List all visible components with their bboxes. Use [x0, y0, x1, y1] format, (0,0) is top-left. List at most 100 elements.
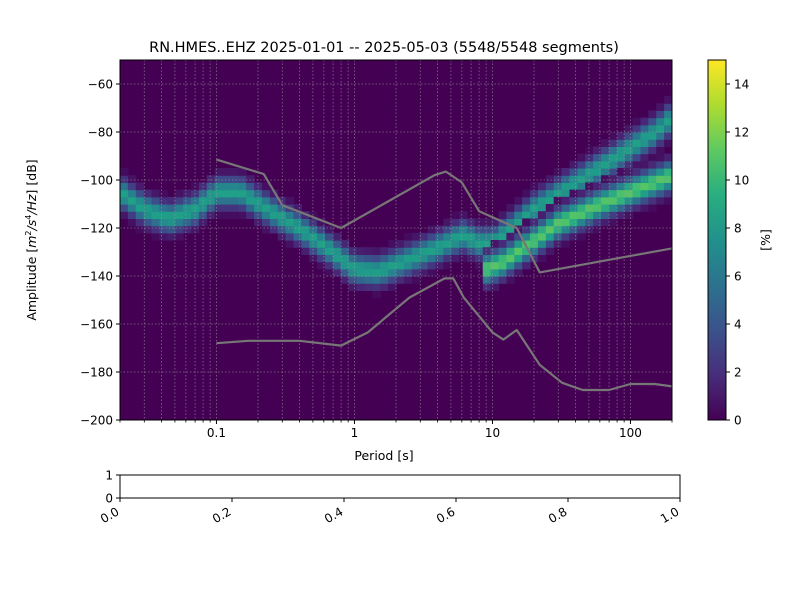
heatmap-cell	[301, 218, 310, 227]
heatmap-cell	[482, 240, 492, 248]
heatmap-cell	[214, 204, 224, 212]
heatmap-cell	[340, 254, 350, 263]
heatmap-cell	[632, 139, 642, 147]
heatmap-cell	[183, 225, 192, 234]
heatmap-cell	[648, 132, 657, 140]
heatmap-cell	[246, 211, 255, 219]
heatmap-cell	[127, 218, 137, 227]
heatmap-cell	[159, 204, 168, 212]
heatmap-cell	[246, 204, 255, 212]
y-label-part: Amplitude [	[24, 248, 39, 321]
reference-curve-upper	[216, 158, 672, 274]
heatmap-cell	[608, 168, 618, 176]
heatmap-cell	[230, 182, 239, 191]
heatmap-cell	[608, 218, 618, 227]
heatmap-cell	[261, 196, 271, 205]
heatmap-cell	[569, 182, 578, 191]
heatmap-cell	[451, 254, 460, 263]
y-tick-label: −200	[80, 414, 113, 428]
heatmap-cell	[151, 218, 161, 227]
heatmap-cell	[514, 218, 523, 227]
heatmap-cell	[585, 196, 594, 205]
heatmap-cell	[664, 182, 672, 191]
colorbar-tick-label: 0	[734, 414, 742, 428]
heatmap-cell	[206, 182, 216, 191]
heatmap-cell	[380, 276, 389, 284]
colorbar-ticks: 0 2 4 6 8 10 12 14	[726, 78, 749, 428]
heatmap-cell	[143, 225, 153, 234]
heatmap-cell	[640, 146, 649, 155]
heatmap-cell	[474, 240, 484, 248]
x-tick-label: 1	[351, 426, 359, 440]
heatmap-cell	[664, 132, 672, 140]
heatmap-cell	[285, 225, 295, 234]
heatmap-cell	[545, 247, 555, 255]
heatmap-cell	[443, 247, 452, 255]
heatmap-cell	[624, 168, 634, 176]
heatmap-cell	[632, 160, 642, 169]
heatmap-cell	[419, 232, 429, 241]
heatmap-cell	[490, 247, 500, 255]
heatmap-cell	[246, 175, 255, 183]
heatmap-cell	[317, 225, 326, 234]
y-tick-label: −180	[80, 366, 113, 380]
heatmap-cell	[537, 211, 547, 219]
heatmap-cell	[388, 240, 397, 248]
heatmap-cell	[246, 189, 255, 198]
heatmap-cell	[301, 240, 310, 248]
heatmap-cell	[435, 247, 444, 255]
heatmap-cell	[246, 196, 255, 205]
heatmap-cell	[498, 240, 507, 248]
heatmap-cell	[206, 211, 216, 219]
heatmap-cell	[474, 232, 484, 241]
heatmap-cell	[325, 261, 334, 270]
heatmap-cell	[293, 225, 302, 234]
heatmap-cell	[577, 182, 586, 191]
heatmap-cell	[648, 175, 657, 183]
heatmap-cell	[159, 218, 168, 227]
y-label-part: 4	[24, 215, 33, 220]
heatmap-cell	[490, 232, 500, 241]
heatmap-cell	[664, 103, 672, 111]
heatmap-cell	[506, 218, 515, 227]
heatmap-cell	[648, 196, 657, 205]
heatmap-cell	[411, 247, 421, 255]
heatmap-cell	[238, 182, 247, 191]
heatmap-cell	[616, 204, 626, 212]
heatmap-cell	[664, 117, 672, 126]
heatmap-cell	[616, 139, 626, 147]
heatmap-cell	[120, 168, 129, 176]
y-tick-label: −60	[88, 78, 113, 92]
heatmap-cell	[656, 175, 665, 183]
heatmap-cell	[348, 261, 358, 270]
heatmap-cell	[632, 175, 642, 183]
heatmap-cell	[135, 204, 145, 212]
heatmap-cell	[593, 189, 602, 198]
heatmap-cell	[648, 153, 657, 162]
heatmap-cell	[348, 276, 358, 284]
heatmap-cell	[411, 268, 421, 277]
heatmap-cell	[214, 168, 224, 176]
heatmap-cell	[364, 276, 373, 284]
heatmap-cell	[624, 204, 634, 212]
chart-title: RN.HMES..EHZ 2025-01-01 -- 2025-05-03 (5…	[149, 40, 619, 56]
heatmap-cell	[443, 218, 452, 227]
heatmap-cell	[143, 218, 153, 227]
heatmap-cell	[608, 132, 618, 140]
heatmap-cell	[545, 232, 555, 241]
heatmap-cell	[577, 196, 586, 205]
heatmap-cell	[364, 283, 373, 291]
heatmap-cell	[356, 283, 366, 291]
heatmap-cell	[530, 232, 539, 241]
heatmap-cell	[545, 196, 555, 205]
grid-lines	[120, 60, 672, 420]
heatmap-cell	[372, 276, 381, 284]
heatmap-cell	[293, 204, 302, 212]
heatmap-cell	[608, 160, 618, 169]
colorbar-tick-label: 8	[734, 222, 742, 236]
heatmap-cell	[332, 254, 342, 263]
heatmap-cell	[451, 225, 460, 234]
heatmap-cell	[545, 175, 555, 183]
heatmap-cell	[151, 225, 161, 234]
heatmap-cell	[656, 117, 665, 126]
